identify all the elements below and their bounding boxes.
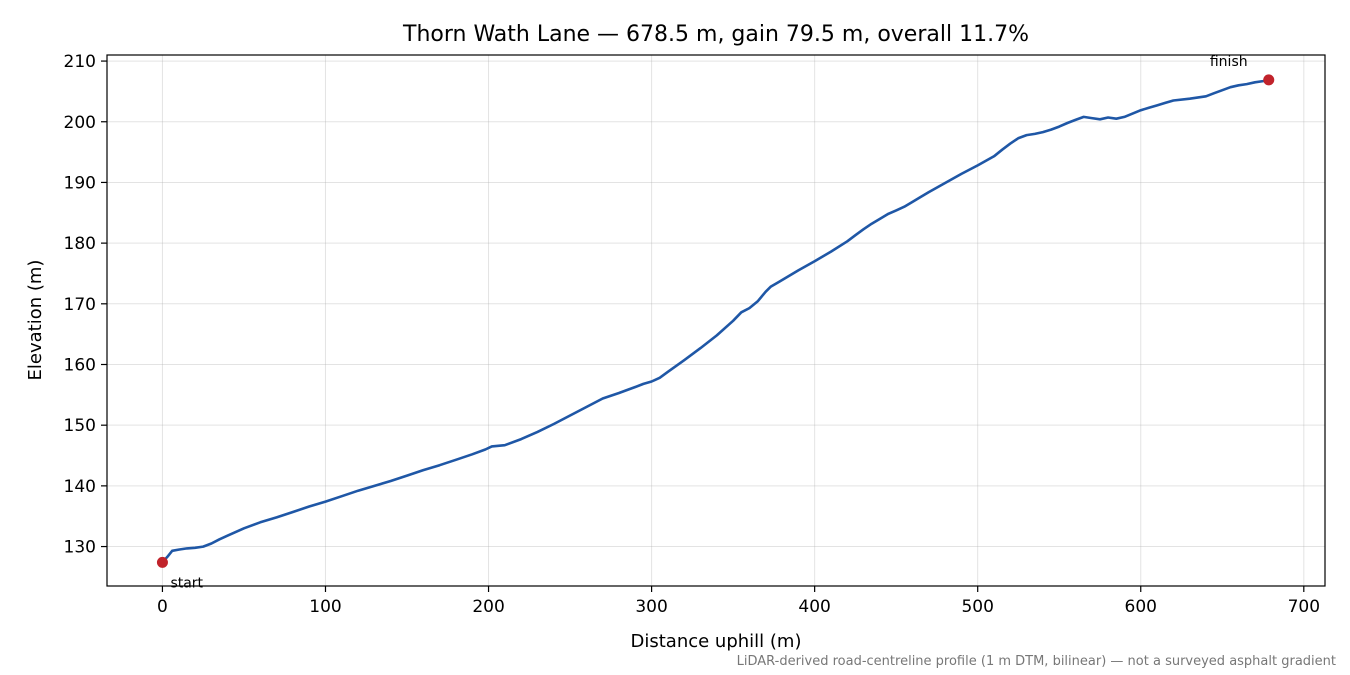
x-tick-label-4: 400 (798, 597, 830, 617)
x-tick-label-6: 600 (1125, 597, 1157, 617)
y-tick-label-8: 210 (64, 52, 96, 72)
y-tick-label-3: 160 (64, 355, 96, 375)
y-tick-label-7: 200 (64, 113, 96, 133)
y-tick-label-4: 170 (64, 295, 96, 315)
marker-label-start: start (170, 575, 203, 591)
x-tick-label-0: 0 (157, 597, 168, 617)
grid-lines (107, 55, 1325, 586)
x-tick-label-2: 200 (472, 597, 504, 617)
x-tick-label-3: 300 (635, 597, 667, 617)
chart-title: Thorn Wath Lane — 678.5 m, gain 79.5 m, … (402, 22, 1029, 47)
x-axis-ticks: 0 100 200 300 400 500 600 700 (157, 586, 1320, 617)
marker-finish (1263, 74, 1275, 86)
y-axis-label: Elevation (m) (25, 260, 46, 381)
x-tick-label-1: 100 (309, 597, 341, 617)
y-tick-label-5: 180 (64, 234, 96, 254)
x-tick-label-5: 500 (961, 597, 993, 617)
elevation-series-line (161, 78, 1269, 564)
footnote: LiDAR-derived road-centreline profile (1… (737, 654, 1336, 669)
marker-start (156, 556, 168, 568)
y-tick-label-1: 140 (64, 477, 96, 497)
x-axis-label: Distance uphill (m) (631, 631, 802, 652)
y-tick-label-6: 190 (64, 173, 96, 193)
y-tick-label-0: 130 (64, 538, 96, 558)
marker-label-finish: finish (1210, 54, 1248, 70)
y-tick-label-2: 150 (64, 416, 96, 436)
y-axis-ticks: 130 140 150 160 170 180 190 200 210 (64, 52, 107, 558)
x-tick-label-7: 700 (1288, 597, 1320, 617)
plot-frame (106, 54, 1326, 587)
endpoint-markers: start finish (156, 54, 1275, 591)
